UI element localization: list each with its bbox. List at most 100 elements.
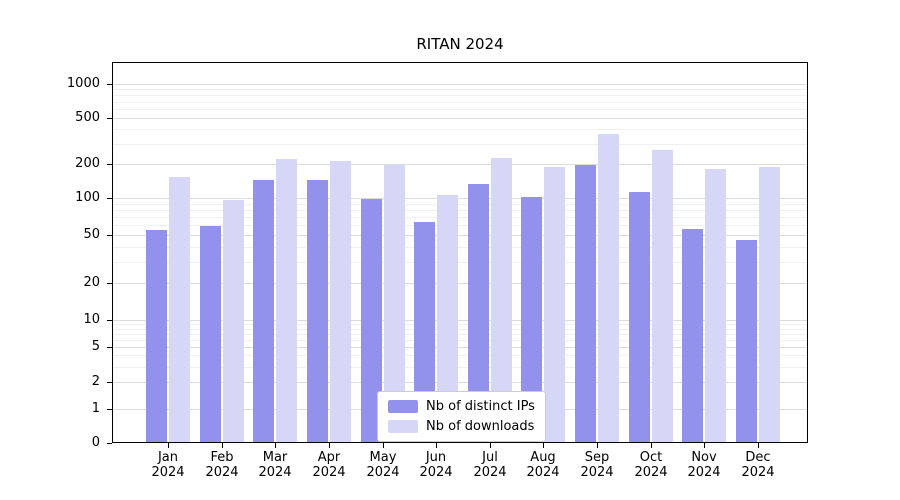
bar-nb-of-downloads-jan [169,177,190,442]
bar-nb-of-downloads-oct [652,150,673,442]
y-tick-mark [107,163,112,165]
bar-nb-of-distinct-ips-mar [253,180,274,442]
x-tick-month: Jul [482,450,498,465]
x-tick-month: Jan [157,450,179,465]
x-tick-month: Sep [584,450,610,465]
minor-gridline [113,216,807,218]
x-tick-mark [383,443,384,448]
bar-nb-of-distinct-ips-jul [468,184,489,442]
bars-layer [113,63,807,442]
chart-title: RITAN 2024 [416,35,504,53]
y-tick-label: 20 [83,275,100,291]
major-gridline [113,320,807,321]
minor-gridline [113,143,807,145]
minor-gridline [113,261,807,263]
y-tick-mark [107,409,112,410]
x-tick-year: 2024 [205,465,239,480]
x-tick-year: 2024 [258,465,292,480]
minor-gridline [113,129,807,131]
x-tick-label: Apr 2024 [299,450,359,480]
bar-nb-of-distinct-ips-nov [682,229,703,442]
minor-gridline [113,333,807,335]
minor-gridline [113,109,807,111]
minor-gridline [113,339,807,341]
y-tick-mark [107,84,112,85]
x-tick-label: Jan 2024 [138,450,198,480]
x-tick-year: 2024 [741,465,775,480]
x-tick-mark [490,443,491,448]
minor-gridline [113,355,807,357]
major-gridline [113,346,807,348]
legend-item-downloads: Nb of downloads [388,419,535,434]
x-tick-label: Oct 2024 [621,450,681,480]
y-tick-label: 2 [91,374,100,390]
plot-area: Nb of distinct IPs Nb of downloads [112,62,808,443]
x-tick-year: 2024 [366,465,400,480]
legend-swatch-distinct-ips [388,400,418,413]
x-tick-month: Aug [530,450,556,465]
bar-nb-of-downloads-may [384,165,405,442]
y-tick-label: 1000 [66,76,100,91]
x-tick-mark [222,443,223,448]
x-tick-mark [168,443,169,448]
bar-nb-of-distinct-ips-may [361,199,382,442]
x-tick-month: Jun [425,450,447,465]
x-tick-mark [758,443,759,448]
x-tick-label: Jul 2024 [460,450,520,480]
y-tick-mark [107,443,112,444]
x-tick-label: Jun 2024 [406,450,466,480]
bar-nb-of-distinct-ips-apr [307,180,328,442]
legend: Nb of distinct IPs Nb of downloads [377,391,546,442]
x-tick-mark [651,443,652,448]
x-tick-year: 2024 [580,465,614,480]
bar-nb-of-downloads-dec [759,167,780,442]
minor-gridline [113,89,807,91]
bar-nb-of-distinct-ips-jan [146,230,167,442]
x-tick-month: Oct [639,450,663,465]
minor-gridline [113,209,807,211]
x-tick-label: Feb 2024 [192,450,252,480]
bar-nb-of-distinct-ips-aug [521,197,542,442]
bar-nb-of-downloads-nov [705,169,726,442]
bar-nb-of-distinct-ips-dec [736,240,757,442]
x-tick-month: Nov [691,450,717,465]
bar-nb-of-downloads-feb [223,200,244,442]
y-tick-label: 200 [75,155,100,171]
bar-nb-of-downloads-aug [544,167,565,442]
x-tick-year: 2024 [687,465,721,480]
x-tick-year: 2024 [419,465,453,480]
x-tick-mark [597,443,598,448]
y-tick-label: 0 [91,435,100,450]
minor-gridline [113,203,807,205]
x-tick-label: May 2024 [353,450,413,480]
legend-label-downloads: Nb of downloads [426,419,535,434]
minor-gridline [113,324,807,326]
major-gridline [113,198,807,199]
x-tick-year: 2024 [312,465,346,480]
bar-nb-of-downloads-jun [437,195,458,442]
minor-gridline [113,246,807,248]
bar-nb-of-distinct-ips-sep [575,165,596,442]
x-tick-mark [543,443,544,448]
bar-nb-of-distinct-ips-oct [629,192,650,442]
x-tick-month: Feb [210,450,234,465]
x-tick-year: 2024 [526,465,560,480]
major-gridline [113,84,807,85]
y-tick-label: 10 [83,312,100,327]
bar-nb-of-distinct-ips-jun [414,222,435,442]
bar-nb-of-distinct-ips-feb [200,226,221,442]
minor-gridline [113,328,807,330]
x-tick-month: Apr [317,450,341,465]
minor-gridline [113,366,807,368]
bar-nb-of-downloads-apr [330,161,351,442]
y-tick-label: 50 [83,226,100,242]
legend-item-distinct-ips: Nb of distinct IPs [388,399,535,414]
legend-label-distinct-ips: Nb of distinct IPs [426,399,535,414]
major-gridline [113,283,807,285]
y-tick-mark [107,118,112,120]
x-tick-label: Aug 2024 [513,450,573,480]
legend-swatch-downloads [388,420,418,433]
x-tick-label: Mar 2024 [245,450,305,480]
x-tick-label: Nov 2024 [674,450,734,480]
